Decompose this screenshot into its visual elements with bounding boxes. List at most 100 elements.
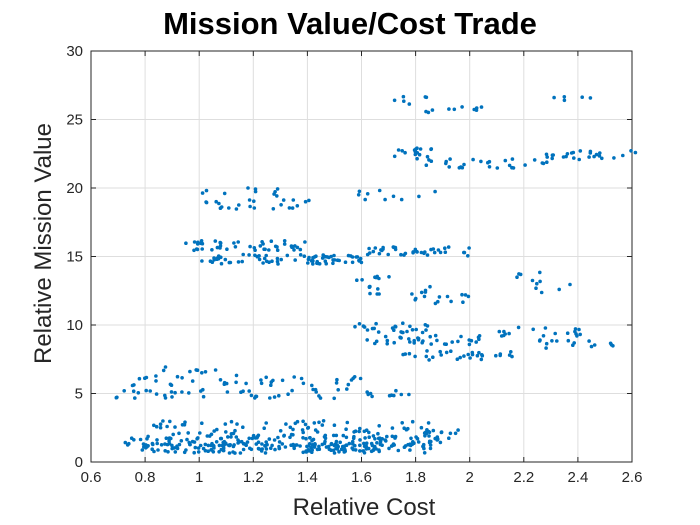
data-point (164, 436, 169, 441)
data-point (423, 290, 428, 294)
data-point (146, 434, 150, 439)
data-point (247, 198, 252, 202)
data-point (516, 325, 521, 330)
data-point (572, 156, 576, 160)
data-point (131, 389, 136, 394)
data-point (166, 450, 170, 454)
data-point (320, 442, 325, 447)
data-point (394, 388, 398, 393)
data-point (544, 346, 548, 350)
data-point (346, 253, 351, 258)
data-point (293, 258, 298, 262)
data-point (425, 253, 430, 257)
data-point (573, 329, 577, 334)
data-point (557, 287, 561, 292)
data-point (285, 253, 290, 258)
data-point (436, 248, 441, 252)
data-point (155, 438, 159, 442)
data-point (238, 451, 243, 455)
data-point (535, 281, 539, 286)
data-point (433, 333, 438, 338)
data-point (380, 248, 384, 253)
data-point (431, 428, 436, 433)
data-point (335, 258, 340, 263)
data-point (350, 446, 355, 450)
data-point (415, 146, 419, 150)
data-point (282, 434, 286, 438)
data-point (122, 389, 126, 393)
data-point (543, 326, 548, 330)
data-point (264, 375, 269, 380)
data-point (186, 431, 190, 435)
data-point (253, 396, 257, 400)
data-point (446, 245, 451, 249)
data-point (217, 443, 222, 448)
data-point (475, 353, 480, 358)
data-point (334, 439, 339, 444)
data-point (470, 350, 475, 355)
data-point (288, 425, 293, 430)
data-point (449, 299, 453, 304)
x-tick-label: 1.2 (243, 469, 264, 486)
data-point (263, 444, 267, 448)
data-point (278, 429, 283, 433)
data-point (151, 442, 155, 447)
data-point (301, 436, 305, 440)
data-point (518, 272, 523, 277)
data-point (169, 383, 174, 388)
data-point (448, 431, 453, 436)
data-point (307, 444, 311, 448)
data-point (550, 339, 554, 343)
data-point (356, 193, 361, 197)
y-tick-label: 15 (66, 249, 83, 266)
data-point (338, 440, 343, 445)
x-tick-label: 1.6 (351, 469, 372, 486)
data-point (233, 245, 238, 249)
data-point (391, 442, 396, 446)
data-point (365, 328, 370, 332)
data-point (269, 446, 273, 451)
data-point (236, 441, 240, 445)
data-point (306, 426, 310, 430)
y-tick-label: 20 (66, 180, 83, 197)
x-tick-label: 2.4 (567, 469, 588, 486)
data-point (298, 444, 302, 448)
data-point (332, 451, 337, 455)
data-point (372, 445, 377, 450)
data-point (358, 443, 362, 448)
data-point (200, 421, 204, 426)
data-point (358, 449, 362, 453)
data-point (204, 188, 209, 193)
data-point (200, 191, 205, 195)
data-point (408, 442, 412, 447)
data-point (275, 194, 279, 198)
grid-lines (90, 50, 633, 463)
data-point (371, 448, 375, 453)
data-point (249, 393, 254, 398)
data-point (410, 292, 414, 296)
data-point (311, 387, 315, 392)
data-point (272, 438, 277, 442)
data-point (156, 448, 160, 452)
data-point (173, 450, 178, 454)
data-point (209, 448, 213, 452)
data-point (415, 156, 419, 161)
data-point (350, 260, 355, 265)
data-point (587, 339, 591, 343)
data-point (474, 108, 479, 112)
data-point (363, 436, 367, 440)
data-point (192, 240, 197, 244)
data-point (196, 446, 201, 450)
data-point (507, 163, 512, 168)
data-point (629, 149, 633, 153)
data-point (215, 257, 219, 262)
data-point (241, 425, 245, 430)
data-point (589, 344, 594, 349)
data-point (201, 394, 206, 399)
data-point (335, 377, 339, 382)
data-point (406, 426, 410, 431)
data-point (391, 194, 396, 199)
data-point (168, 419, 172, 424)
data-point (380, 437, 385, 441)
